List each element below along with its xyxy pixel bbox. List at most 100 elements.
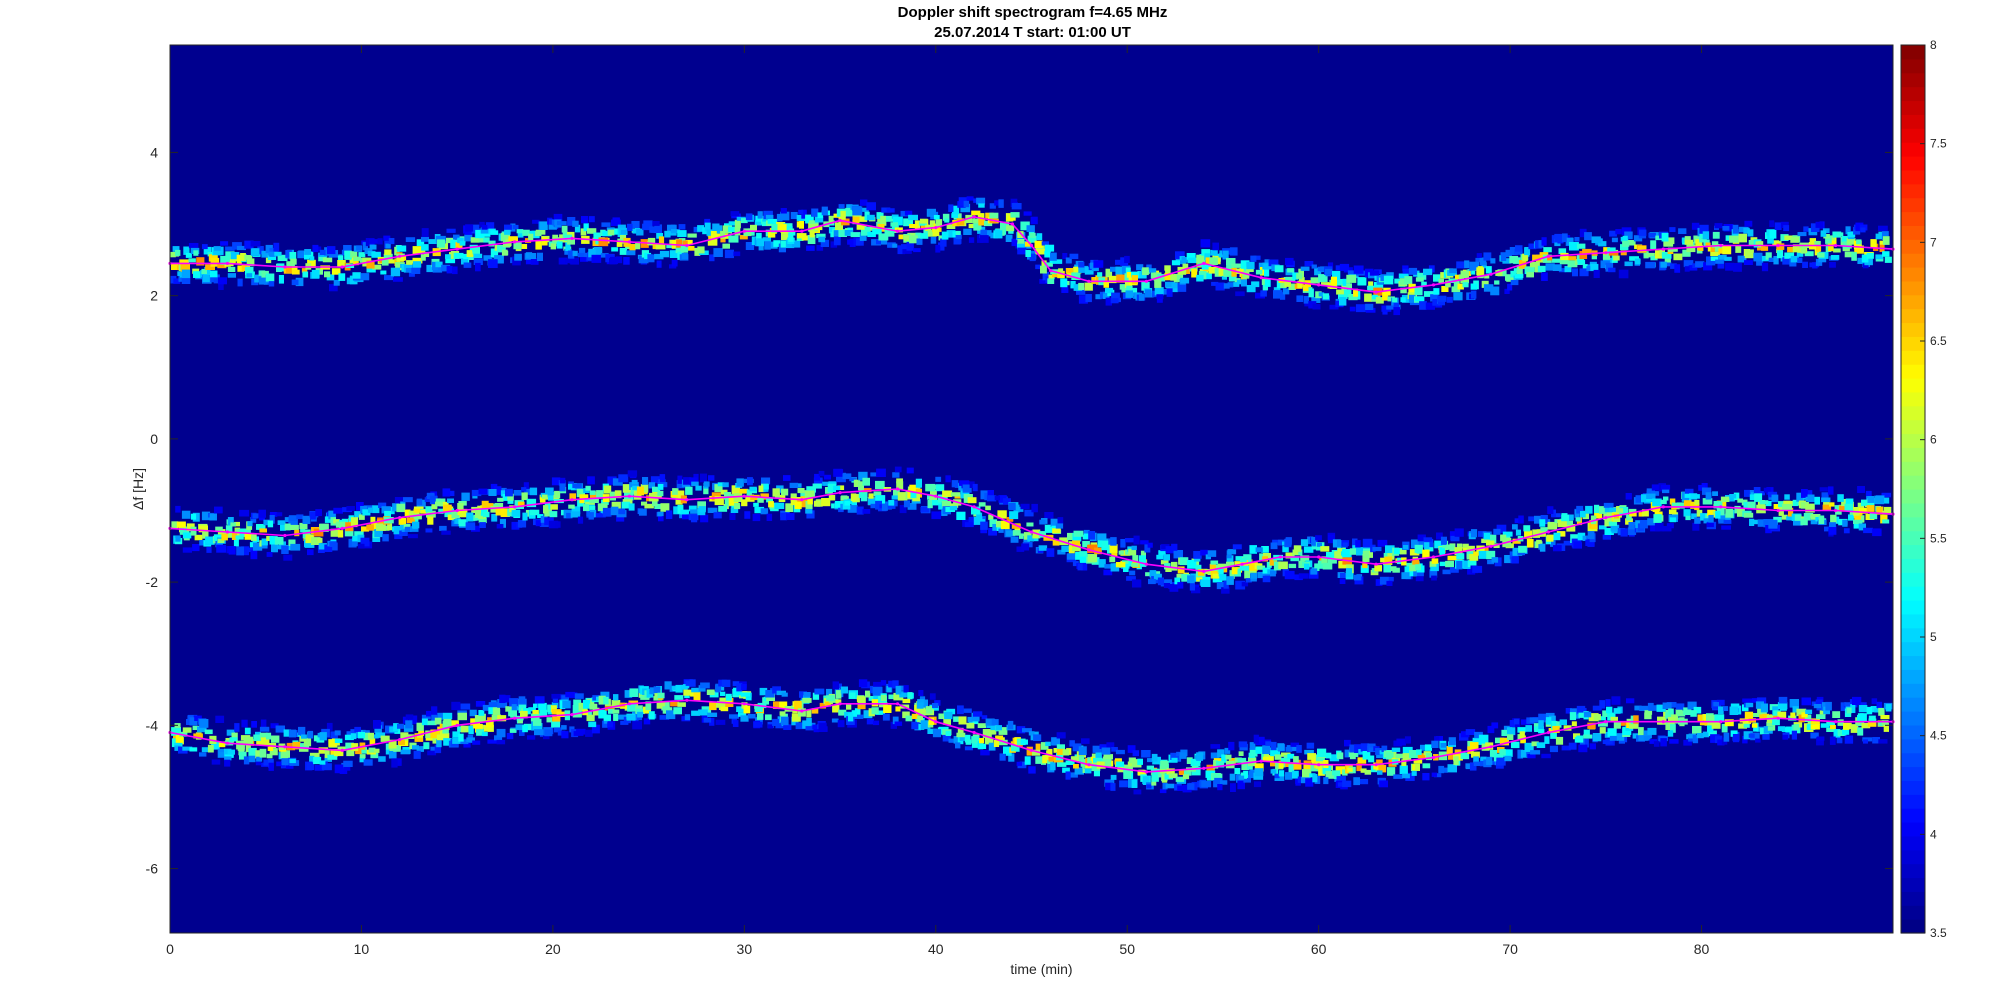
- spectrogram-cell: [385, 749, 392, 755]
- spectrogram-cell: [935, 219, 943, 227]
- spectrogram-cell: [253, 542, 263, 551]
- spectrogram-cell: [1476, 253, 1482, 258]
- spectrogram-cell: [670, 224, 677, 232]
- trace-point: [1604, 251, 1608, 255]
- spectrogram-cell: [1285, 552, 1295, 559]
- spectrogram-cell: [1633, 235, 1643, 242]
- colorbar-segment: [1901, 253, 1925, 268]
- spectrogram-cell: [343, 760, 353, 767]
- colorbar-segment: [1901, 766, 1925, 781]
- spectrogram-cell: [1047, 278, 1055, 284]
- spectrogram-cell: [1568, 256, 1577, 261]
- spectrogram-cell: [853, 479, 861, 487]
- spectrogram-cell: [1486, 756, 1493, 765]
- spectrogram-cell: [1154, 279, 1162, 288]
- spectrogram-cell: [1170, 274, 1177, 281]
- spectrogram-cell: [1705, 242, 1711, 248]
- spectrogram-cell: [818, 236, 826, 243]
- spectrogram-cell: [1494, 280, 1500, 285]
- spectrogram-cell: [374, 529, 383, 538]
- spectrogram-cell: [996, 520, 1004, 528]
- colorbar-segment: [1901, 822, 1925, 837]
- spectrogram-cell: [1115, 749, 1125, 755]
- colorbar-segment: [1901, 752, 1925, 768]
- spectrogram-cell: [1547, 506, 1554, 514]
- spectrogram-cell: [1116, 274, 1126, 283]
- spectrogram-cell: [978, 218, 986, 226]
- spectrogram-cell: [273, 242, 280, 252]
- spectrogram-cell: [1201, 249, 1211, 256]
- trace-point: [340, 265, 344, 269]
- spectrogram-cell: [1619, 506, 1629, 516]
- spectrogram-cell: [1562, 233, 1568, 243]
- spectrogram-cell: [568, 504, 575, 509]
- spectrogram-cell: [404, 526, 412, 532]
- spectrogram-cell: [1532, 254, 1541, 262]
- spectrogram-cell: [790, 497, 801, 506]
- spectrogram-cell: [671, 229, 681, 234]
- spectrogram-cell: [873, 720, 880, 726]
- spectrogram-cell: [955, 742, 961, 749]
- spectrogram-cell: [384, 249, 392, 255]
- spectrogram-cell: [680, 509, 690, 515]
- spectrogram-cell: [690, 509, 699, 514]
- spectrogram-cell: [629, 243, 636, 251]
- spectrogram-cell: [1098, 559, 1106, 568]
- spectrogram-cell: [1288, 764, 1295, 774]
- spectrogram-cell: [1857, 502, 1865, 510]
- trace-point: [1144, 279, 1148, 283]
- spectrogram-cell: [234, 723, 240, 732]
- spectrogram-cell: [1290, 742, 1299, 747]
- spectrogram-cell: [1439, 561, 1448, 567]
- spectrogram-cell: [432, 261, 438, 270]
- spectrogram-cell: [522, 229, 530, 236]
- spectrogram-cell: [1644, 712, 1652, 720]
- spectrogram-cell: [1817, 252, 1825, 258]
- spectrogram-cell: [390, 267, 401, 277]
- spectrogram-cell: [1755, 701, 1764, 709]
- spectrogram-cell: [1367, 743, 1376, 751]
- spectrogram-cell: [1069, 253, 1079, 259]
- spectrogram-cell: [291, 266, 298, 271]
- spectrogram-cell: [920, 720, 931, 730]
- spectrogram-cell: [994, 229, 1003, 238]
- colorbar-tick-label: 5: [1930, 630, 1937, 644]
- spectrogram-cell: [1883, 506, 1892, 515]
- spectrogram-cell: [641, 501, 648, 506]
- spectrogram-cell: [805, 726, 814, 731]
- spectrogram-cell: [1485, 266, 1492, 274]
- spectrogram-cell: [508, 236, 518, 241]
- spectrogram-cell: [346, 731, 355, 736]
- spectrogram-cell: [475, 701, 486, 707]
- spectrogram-cell: [396, 256, 404, 262]
- spectrogram-cell: [1594, 504, 1600, 514]
- spectrogram-cell: [892, 680, 899, 689]
- spectrogram-cell: [398, 518, 406, 525]
- spectrogram-cell: [756, 238, 764, 247]
- spectrogram-cell: [172, 246, 180, 252]
- trace-point: [685, 498, 689, 502]
- spectrogram-cell: [201, 268, 207, 274]
- colorbar-segment: [1901, 711, 1925, 726]
- spectrogram-cell: [521, 487, 527, 492]
- spectrogram-cell: [505, 706, 515, 712]
- spectrogram-cell: [875, 480, 885, 490]
- spectrogram-cell: [1257, 572, 1265, 579]
- spectrogram-cell: [356, 502, 364, 511]
- spectrogram-cell: [405, 237, 416, 242]
- spectrogram-cell: [1717, 739, 1725, 746]
- spectrogram-cell: [833, 485, 841, 491]
- spectrogram-cell: [532, 710, 539, 715]
- spectrogram-cell: [1723, 706, 1729, 711]
- spectrogram-cell: [541, 237, 548, 246]
- spectrogram-cell: [1245, 578, 1252, 583]
- colorbar-tick-label: 4: [1930, 827, 1937, 841]
- spectrogram-cell: [1793, 520, 1803, 526]
- spectrogram-cell: [267, 254, 277, 260]
- spectrogram-cell: [1810, 223, 1820, 232]
- spectrogram-cell: [890, 721, 897, 729]
- spectrogram-cell: [214, 506, 223, 514]
- spectrogram-cell: [780, 208, 787, 214]
- spectrogram-cell: [337, 255, 344, 264]
- spectrogram-cell: [1718, 706, 1724, 715]
